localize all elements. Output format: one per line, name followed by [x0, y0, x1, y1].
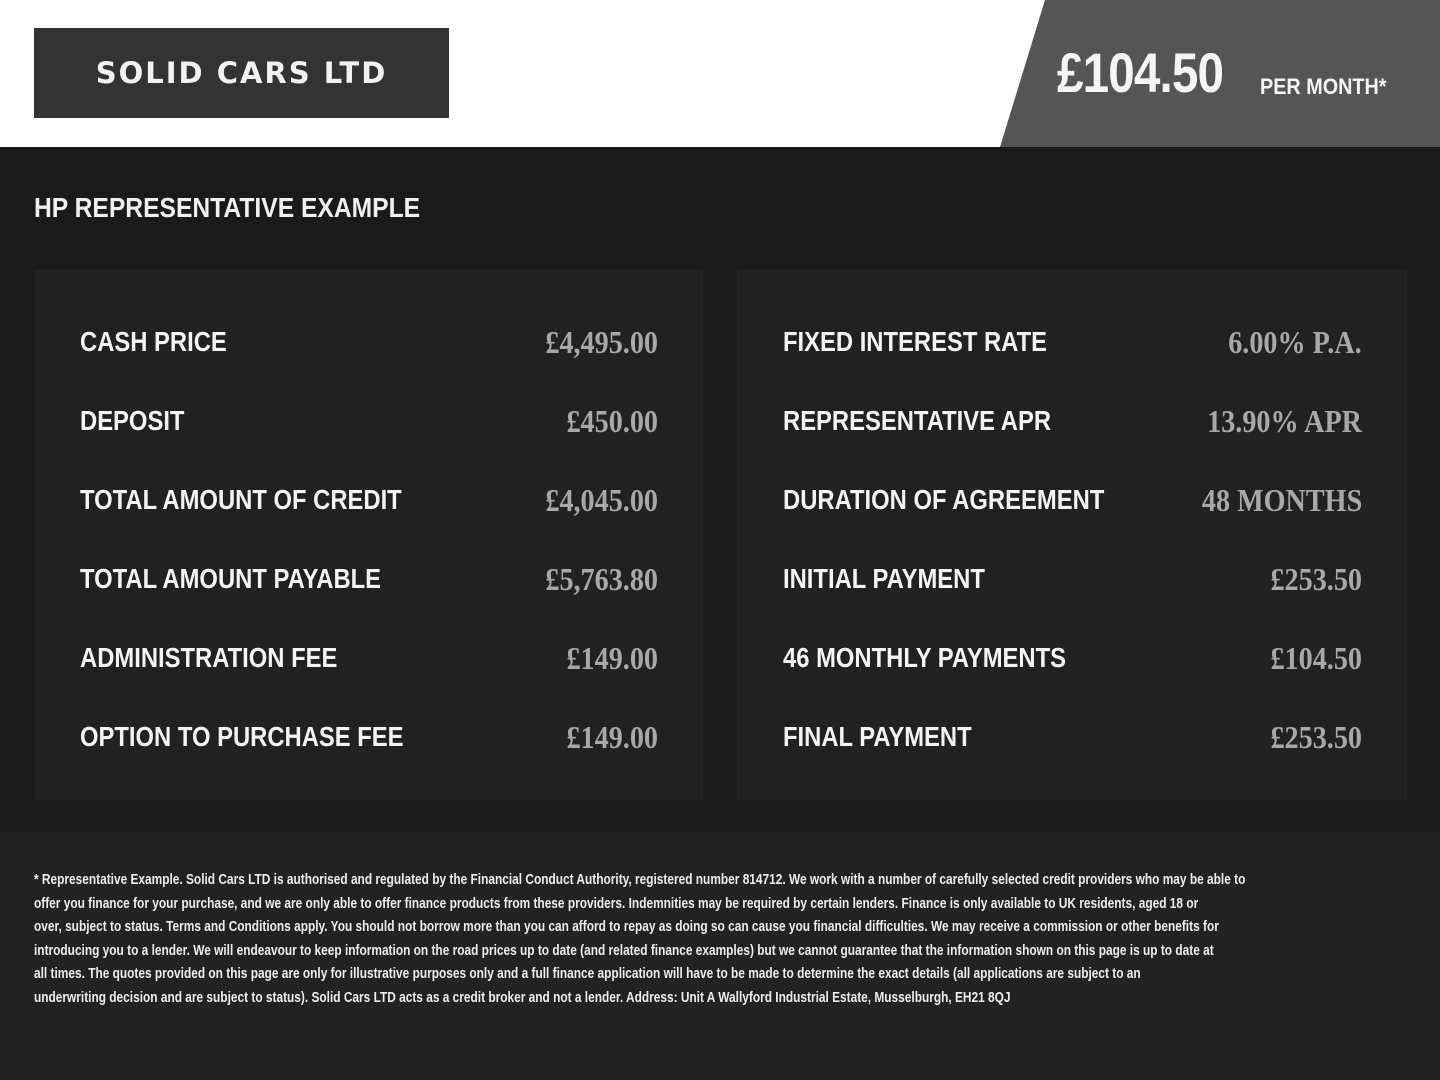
disclaimer-line: all times. The quotes provided on this p…	[34, 966, 1141, 983]
row-value: £253.50	[1270, 719, 1362, 755]
finance-row: TOTAL AMOUNT OF CREDIT £4,045.00	[34, 482, 703, 524]
logo-text: SOLID CARS LTD	[95, 56, 388, 90]
row-value: £5,763.80	[545, 561, 658, 597]
row-value: £4,495.00	[545, 324, 658, 360]
logo: SOLID CARS LTD	[34, 28, 449, 118]
finance-row: ADMINISTRATION FEE £149.00	[34, 640, 703, 682]
row-value: £4,045.00	[545, 482, 658, 518]
row-label: FIXED INTEREST RATE	[783, 326, 1048, 357]
row-value: £253.50	[1270, 561, 1362, 597]
disclaimer-line: offer you finance for your purchase, and…	[34, 895, 1199, 912]
disclaimer-line: introducing you to a lender. We will end…	[34, 942, 1214, 959]
disclaimer-line: underwriting decision and are subject to…	[34, 989, 1011, 1006]
finance-row: DEPOSIT £450.00	[34, 403, 703, 445]
row-label: DURATION OF AGREEMENT	[783, 484, 1105, 515]
row-label: ADMINISTRATION FEE	[80, 642, 338, 673]
row-label: INITIAL PAYMENT	[783, 563, 985, 594]
finance-row: 46 MONTHLY PAYMENTS £104.50	[737, 640, 1407, 682]
row-value: 13.90% APR	[1207, 403, 1362, 439]
row-label: TOTAL AMOUNT PAYABLE	[80, 563, 382, 594]
row-label: TOTAL AMOUNT OF CREDIT	[80, 484, 402, 515]
row-value: £450.00	[566, 403, 658, 439]
finance-row: CASH PRICE £4,495.00	[34, 324, 703, 366]
finance-panel-right: FIXED INTEREST RATE 6.00% P.A. REPRESENTA…	[737, 270, 1407, 800]
disclaimer-text: * Representative Example. Solid Cars LTD…	[34, 869, 1440, 1011]
row-value: £149.00	[566, 719, 658, 755]
disclaimer-line: over, subject to status. Terms and Condi…	[34, 919, 1219, 936]
finance-row: FIXED INTEREST RATE 6.00% P.A.	[737, 324, 1407, 366]
row-value: 48 MONTHS	[1201, 482, 1362, 518]
finance-row: FINAL PAYMENT £253.50	[737, 719, 1407, 761]
row-label: 46 MONTHLY PAYMENTS	[783, 642, 1067, 673]
row-value: £149.00	[566, 640, 658, 676]
finance-row: TOTAL AMOUNT PAYABLE £5,763.80	[34, 561, 703, 603]
finance-row: REPRESENTATIVE APR 13.90% APR	[737, 403, 1407, 445]
row-label: REPRESENTATIVE APR	[783, 405, 1052, 436]
disclaimer-line: * Representative Example. Solid Cars LTD…	[34, 872, 1246, 888]
section-title: HP REPRESENTATIVE EXAMPLE	[34, 192, 421, 223]
finance-row: OPTION TO PURCHASE FEE £149.00	[34, 719, 703, 761]
row-label: DEPOSIT	[80, 405, 185, 436]
row-value: £104.50	[1270, 640, 1362, 676]
price-tab	[1000, 0, 1440, 147]
row-label: FINAL PAYMENT	[783, 721, 972, 752]
row-value: 6.00% P.A.	[1228, 324, 1362, 360]
finance-panel-left: CASH PRICE £4,495.00 DEPOSIT £450.00 TOTAL…	[34, 270, 703, 800]
finance-row: INITIAL PAYMENT £253.50	[737, 561, 1407, 603]
disclaimer-footer: * Representative Example. Solid Cars LTD…	[0, 832, 1440, 1080]
per-month-label: PER MONTH*	[1260, 74, 1387, 99]
monthly-price: £104.50	[1057, 41, 1224, 104]
finance-row: DURATION OF AGREEMENT 48 MONTHS	[737, 482, 1407, 524]
row-label: CASH PRICE	[80, 326, 227, 357]
row-label: OPTION TO PURCHASE FEE	[80, 721, 404, 752]
